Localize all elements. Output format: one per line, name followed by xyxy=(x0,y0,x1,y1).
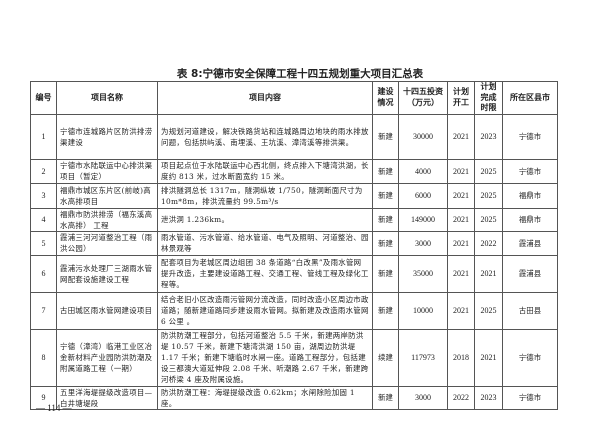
row-number: 5 xyxy=(30,230,57,256)
build-status: 新建 xyxy=(372,113,399,160)
row-number: 3 xyxy=(30,182,57,209)
investment: 6000 xyxy=(398,182,448,209)
build-status: 新建 xyxy=(372,158,399,184)
county: 宁德市 xyxy=(502,113,558,160)
project-name: 霞浦三河河道整治工程（雨洪公园） xyxy=(56,230,158,256)
table-row: 4 福鼎市防洪排涝（福东溪高水高排） 工程 泄洪洞 1.236km。 新建 149000… xyxy=(30,207,558,232)
investment: 30000 xyxy=(398,113,448,160)
build-status: 新建 xyxy=(372,291,399,330)
planned-end: 2025 xyxy=(474,291,503,330)
header-investment: 十四五投资（万元） xyxy=(398,81,448,115)
planned-start: 2021 xyxy=(447,182,475,209)
county: 福鼎市 xyxy=(502,182,558,209)
table-title: 表 8:宁德市安全保障工程十四五规划重大项目汇总表 xyxy=(176,68,424,80)
planned-start: 2018 xyxy=(447,328,475,387)
project-name: 古田城区雨水管网建设项目 xyxy=(56,291,158,330)
build-status: 新建 xyxy=(372,254,399,293)
planned-end: 2023 xyxy=(474,385,503,410)
planned-start: 2021 xyxy=(447,254,475,293)
county: 宁德市 xyxy=(502,328,558,387)
project-summary-table: 编号 项目名称 项目内容 建设情况 十四五投资（万元） 计划开工 计划完成时限 … xyxy=(30,81,558,410)
header-content: 项目内容 xyxy=(157,81,373,115)
county: 福鼎市 xyxy=(502,207,558,232)
header-name: 项目名称 xyxy=(56,81,158,115)
planned-start: 2021 xyxy=(447,158,475,184)
row-number: 7 xyxy=(30,291,57,330)
table-row: 7 古田城区雨水管网建设项目 结合老旧小区改造雨污管网分流改造，同时改造小区周边市政… xyxy=(30,291,558,330)
planned-end: 2021 xyxy=(474,254,503,293)
table-row: 2 宁德市水陆联运中心排洪渠项目（暂定） 项目起点位于水陆联运中心西北侧，终点排入下… xyxy=(30,158,558,184)
investment: 149000 xyxy=(398,207,448,232)
page-number: — 114 — xyxy=(36,403,72,413)
header-end: 计划完成时限 xyxy=(474,81,503,115)
project-content: 配套项目为老城区周边组团 38 条道路“白改黑”及雨水管网提升改造，主要建设道路… xyxy=(157,254,373,293)
table-row: 6 霞浦污水处理厂三湖雨水管网配套设施建设工程 配套项目为老城区周边组团 38 条道… xyxy=(30,254,558,293)
row-number: 1 xyxy=(30,113,57,160)
row-number: 2 xyxy=(30,158,57,184)
project-name: 宁德市连城路片区防洪排涝渠建设 xyxy=(56,113,158,160)
planned-end: 2025 xyxy=(474,158,503,184)
planned-end: 2025 xyxy=(474,207,503,232)
county: 霞浦县 xyxy=(502,254,558,293)
investment: 3000 xyxy=(398,230,448,256)
project-name: 宁德市水陆联运中心排洪渠项目（暂定） xyxy=(56,158,158,184)
investment: 10000 xyxy=(398,291,448,330)
planned-end: 2021 xyxy=(474,328,503,387)
project-content: 排洪隧洞总长 1317m，隧洞纵坡 1/750，隧洞断面尺寸为 10m*8m，排… xyxy=(157,182,373,209)
investment: 4000 xyxy=(398,158,448,184)
planned-start: 2022 xyxy=(447,385,475,410)
project-content: 防洪防潮工程部分，包括河道整治 5.5 千米，新建两岸防洪堤 10.57 千米，… xyxy=(157,328,373,387)
county: 宁德市 xyxy=(502,158,558,184)
project-name: 宁德（漳湾）临港工业区冶金新材料产业园防洪防潮及附属道路工程（一期） xyxy=(56,328,158,387)
planned-start: 2021 xyxy=(447,207,475,232)
header-start: 计划开工 xyxy=(447,81,475,115)
build-status: 新建 xyxy=(372,230,399,256)
planned-start: 2021 xyxy=(447,291,475,330)
planned-end: 2022 xyxy=(474,230,503,256)
county: 宁德市 xyxy=(502,385,558,410)
project-content: 雨水管道、污水管道、给水管道、电气及照明、河道整治、园林景观等 xyxy=(157,230,373,256)
header-county: 所在区县市 xyxy=(502,81,558,115)
table-row: 8 宁德（漳湾）临港工业区冶金新材料产业园防洪防潮及附属道路工程（一期） 防洪防潮工… xyxy=(30,328,558,387)
project-content: 项目起点位于水陆联运中心西北侧，终点排入下塘湾洪湖，长度约 813 米，过水断面… xyxy=(157,158,373,184)
build-status: 新建 xyxy=(372,182,399,209)
header-status: 建设情况 xyxy=(372,81,399,115)
investment: 35000 xyxy=(398,254,448,293)
table-row: 9 五里洋海堤提级改造项目—白井塘堤段 防洪防潮工程：海堤提级改造 0.62km；水… xyxy=(30,385,558,410)
row-number: 6 xyxy=(30,254,57,293)
planned-start: 2021 xyxy=(447,230,475,256)
project-name: 福鼎市城区东片区(前岐)高水高排项目 xyxy=(56,182,158,209)
row-number: 4 xyxy=(30,207,57,232)
county: 古田县 xyxy=(502,291,558,330)
row-number: 8 xyxy=(30,328,57,387)
planned-end: 2023 xyxy=(474,113,503,160)
table-row: 5 霞浦三河河道整治工程（雨洪公园） 雨水管道、污水管道、给水管道、电气及照明、河道… xyxy=(30,230,558,256)
project-name: 福鼎市防洪排涝（福东溪高水高排） 工程 xyxy=(56,207,158,232)
build-status: 新建 xyxy=(372,207,399,232)
table-row: 1 宁德市连城路片区防洪排涝渠建设 为规划河道建设，解决铁路货站和连城路周边地块的雨… xyxy=(30,113,558,160)
project-name: 霞浦污水处理厂三湖雨水管网配套设施建设工程 xyxy=(56,254,158,293)
table-row: 3 福鼎市城区东片区(前岐)高水高排项目 排洪隧洞总长 1317m，隧洞纵坡 1/7… xyxy=(30,182,558,209)
planned-end: 2025 xyxy=(474,182,503,209)
build-status: 续建 xyxy=(372,328,399,387)
row-number: 9 xyxy=(30,385,57,410)
build-status: 新建 xyxy=(372,385,399,410)
project-content: 为规划河道建设，解决铁路货站和连城路周边地块的雨水排放问题，包括拱屿溪、南埋溪、… xyxy=(157,113,373,160)
header-row: 编号 项目名称 项目内容 建设情况 十四五投资（万元） 计划开工 计划完成时限 … xyxy=(30,81,558,115)
investment: 117973 xyxy=(398,328,448,387)
planned-start: 2021 xyxy=(447,113,475,160)
county: 霞浦县 xyxy=(502,230,558,256)
project-content: 防洪防潮工程：海堤提级改造 0.62km；水闸除险加固 1 座。 xyxy=(157,385,373,410)
project-content: 泄洪洞 1.236km。 xyxy=(157,207,373,232)
investment: 3000 xyxy=(398,385,448,410)
header-no: 编号 xyxy=(30,81,57,115)
project-content: 结合老旧小区改造雨污管网分流改造，同时改造小区周边市政道路；随新建道路同步建设雨… xyxy=(157,291,373,330)
